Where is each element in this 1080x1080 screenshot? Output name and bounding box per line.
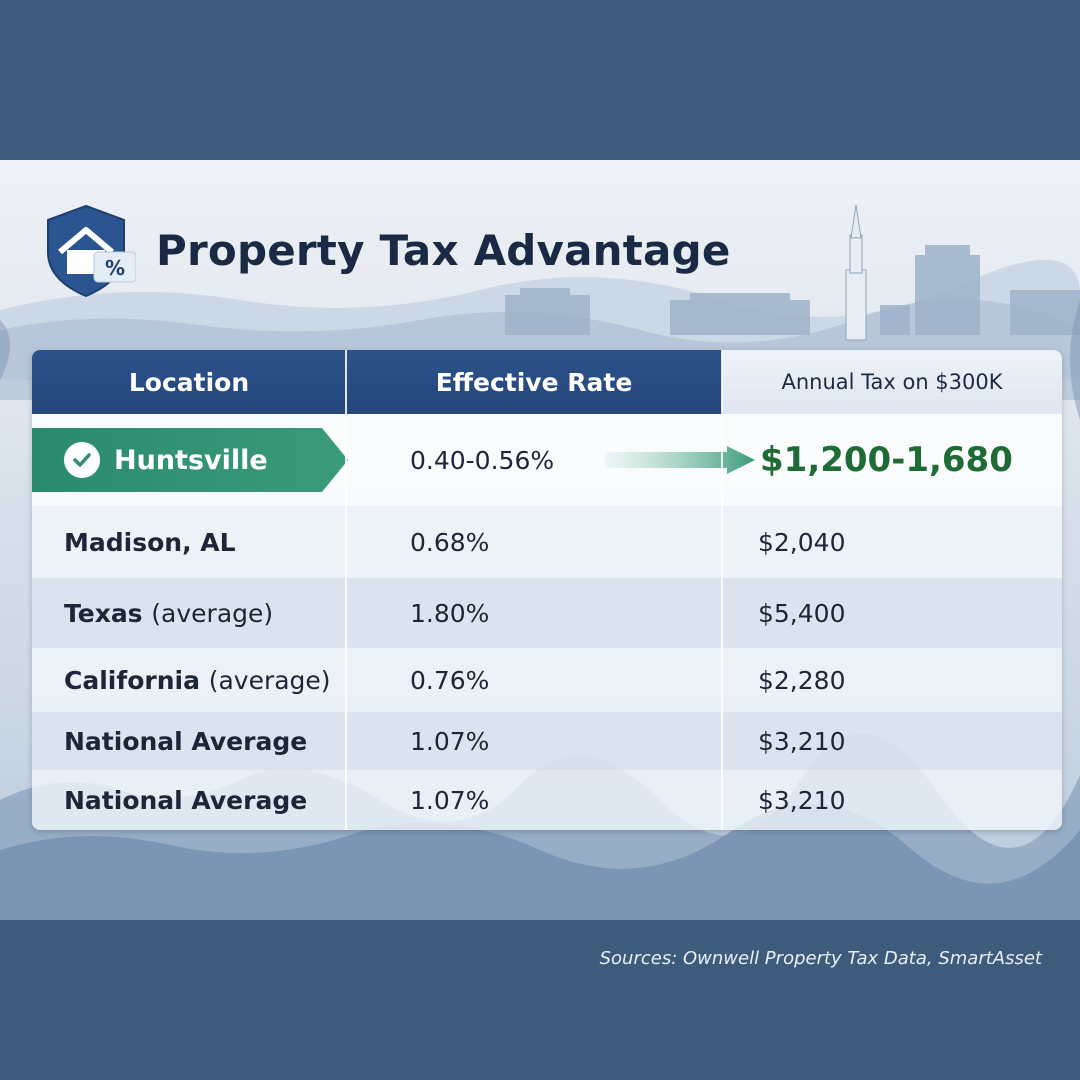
arrow-right-icon bbox=[605, 446, 755, 474]
svg-text:%: % bbox=[105, 256, 125, 280]
row-tax: $3,210 bbox=[758, 726, 846, 756]
row-rate: 0.76% bbox=[410, 665, 490, 695]
row-tax: $5,400 bbox=[758, 598, 846, 628]
check-circle-icon bbox=[64, 442, 100, 478]
highlight-amount: $1,200-1,680 bbox=[760, 414, 1013, 506]
source-note: Sources: Ownwell Property Tax Data, Smar… bbox=[599, 948, 1042, 969]
row-tax: $2,040 bbox=[758, 527, 846, 557]
house-shield-percent-icon: % bbox=[36, 200, 137, 300]
row-tax: $3,210 bbox=[758, 785, 846, 815]
highlight-location-tag: Huntsville bbox=[32, 428, 348, 492]
row-location: National Average bbox=[64, 785, 308, 815]
row-location: Texas (average) bbox=[64, 598, 274, 628]
highlight-location: Huntsville bbox=[114, 444, 268, 476]
column-divider bbox=[721, 350, 723, 830]
highlight-amount-text: $1,200-1,680 bbox=[760, 440, 1013, 480]
column-header-rate: Effective Rate bbox=[435, 367, 633, 397]
row-location: California (average) bbox=[64, 665, 331, 695]
row-rate: 1.80% bbox=[410, 598, 490, 628]
row-location: Madison, AL bbox=[64, 527, 236, 557]
table-row: California (average) 0.76% $2,280 bbox=[32, 648, 1062, 712]
column-divider bbox=[345, 350, 347, 830]
tax-comparison-table: Location Effective Rate Annual Tax on $3… bbox=[32, 350, 1062, 830]
column-header-annual-tax: Annual Tax on $300K bbox=[722, 350, 1062, 414]
table-row: Texas (average) 1.80% $5,400 bbox=[32, 578, 1062, 648]
title-row: % Property Tax Advantage bbox=[36, 200, 731, 300]
table-row: National Average 1.07% $3,210 bbox=[32, 712, 1062, 770]
table-row: Madison, AL 0.68% $2,040 bbox=[32, 506, 1062, 578]
table-row: National Average 1.07% $3,210 bbox=[32, 770, 1062, 830]
row-rate: 0.68% bbox=[410, 527, 490, 557]
column-header-location: Location bbox=[128, 367, 250, 397]
row-tax: $2,280 bbox=[758, 665, 846, 695]
row-rate: 1.07% bbox=[410, 785, 490, 815]
page-title: Property Tax Advantage bbox=[156, 225, 731, 275]
infographic-panel: % Property Tax Advantage Location Effect… bbox=[0, 160, 1080, 920]
table-header: Location Effective Rate Annual Tax on $3… bbox=[32, 350, 1062, 414]
row-rate: 1.07% bbox=[410, 726, 490, 756]
highlight-rate: 0.40-0.56% bbox=[410, 445, 555, 475]
row-location: National Average bbox=[64, 726, 308, 756]
